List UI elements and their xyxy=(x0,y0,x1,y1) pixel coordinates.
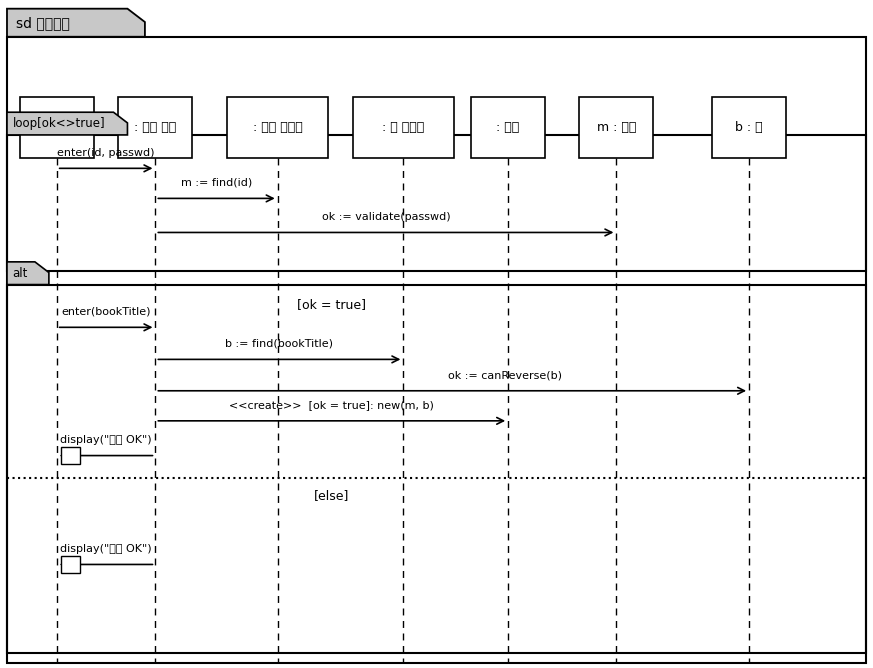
Bar xyxy=(353,97,454,158)
Text: ok := canReverse(b): ok := canReverse(b) xyxy=(448,370,561,380)
Text: sd 도서대여: sd 도서대여 xyxy=(16,16,70,29)
Bar xyxy=(712,97,786,158)
Text: alt: alt xyxy=(12,267,28,280)
Text: enter(bookTitle): enter(bookTitle) xyxy=(61,307,151,317)
Text: ok := validate(passwd): ok := validate(passwd) xyxy=(321,212,450,222)
Bar xyxy=(19,97,94,158)
Text: display("대여 OK"): display("대여 OK") xyxy=(60,544,152,554)
Polygon shape xyxy=(7,112,127,135)
Text: b : 책: b : 책 xyxy=(735,121,763,134)
Text: : 사서: : 사서 xyxy=(45,121,68,134)
Bar xyxy=(7,135,866,271)
Polygon shape xyxy=(7,9,145,37)
Text: <<create>>  [ok = true]: new(m, b): <<create>> [ok = true]: new(m, b) xyxy=(230,400,434,410)
Text: : 대여 화면: : 대여 화면 xyxy=(134,121,176,134)
Bar xyxy=(227,97,328,158)
Text: : 회원 리스트: : 회원 리스트 xyxy=(253,121,302,134)
Text: display("대여 OK"): display("대여 OK") xyxy=(60,435,152,445)
Bar xyxy=(61,448,80,464)
Text: enter(id, passwd): enter(id, passwd) xyxy=(58,148,155,158)
Text: m := find(id): m := find(id) xyxy=(181,178,252,188)
Bar xyxy=(7,285,866,653)
Bar xyxy=(118,97,192,158)
Text: b := find(bookTitle): b := find(bookTitle) xyxy=(225,339,333,349)
Bar xyxy=(580,97,653,158)
Text: loop[ok<>true]: loop[ok<>true] xyxy=(13,117,106,130)
Text: [ok = true]: [ok = true] xyxy=(297,298,367,311)
Text: [else]: [else] xyxy=(314,489,349,502)
Text: : 대여: : 대여 xyxy=(497,121,519,134)
Bar xyxy=(61,556,80,572)
Text: : 책 리스트: : 책 리스트 xyxy=(382,121,424,134)
Polygon shape xyxy=(7,262,49,285)
Text: m : 회원: m : 회원 xyxy=(596,121,636,134)
Bar xyxy=(471,97,545,158)
